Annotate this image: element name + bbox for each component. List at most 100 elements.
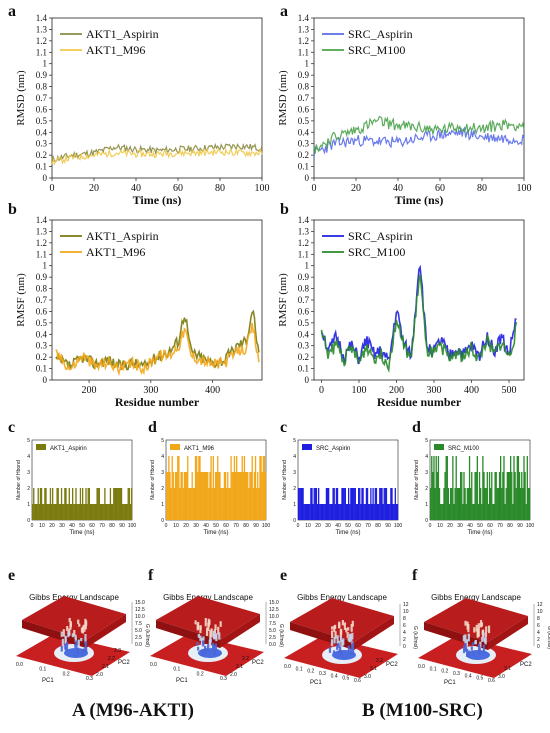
x-tick-label: 70 <box>497 523 503 529</box>
hbond-bar <box>348 488 350 520</box>
basin-stroke <box>213 631 216 640</box>
hbond-bar <box>388 504 390 520</box>
y-tick-label: 0.3 <box>298 341 310 351</box>
hbond-bar <box>477 504 480 520</box>
pc2-tick-label: 2.0 <box>96 672 103 678</box>
z-tick-label: 5.0 <box>269 628 276 634</box>
hbond-bar <box>167 472 169 520</box>
basin-stroke <box>75 640 78 650</box>
x-axis-label: Time (ns) <box>335 530 360 536</box>
hbond-bar <box>471 472 473 520</box>
hbond-bar <box>363 504 365 520</box>
hbond-bar <box>108 504 110 520</box>
hbond-bar <box>107 504 109 520</box>
hbond-bar <box>385 488 388 520</box>
hbond-bar <box>231 472 233 520</box>
pc1-tick-label: 0.3 <box>453 671 460 677</box>
hbond-bar <box>305 504 308 520</box>
hbond-bar <box>182 488 184 520</box>
x-tick-label: 80 <box>477 183 487 194</box>
hbond-bar <box>85 488 87 520</box>
hbond-bar <box>196 456 198 520</box>
hbond-bar <box>368 504 370 520</box>
y-tick-label: 0.2 <box>36 150 47 160</box>
hbond-bar <box>191 472 193 520</box>
basin-stroke <box>472 651 475 656</box>
x-tick-label: 20 <box>315 523 321 529</box>
z-tick-label: 5.0 <box>135 628 142 634</box>
hbond-bar <box>259 456 261 520</box>
hbond-bar <box>120 488 123 520</box>
x-tick-label: 60 <box>355 523 361 529</box>
basin-stroke <box>71 633 74 638</box>
hbond-bar <box>118 488 120 520</box>
hbond-bar <box>180 472 182 520</box>
y-tick-label: 3 <box>161 470 164 476</box>
basin-stroke <box>333 625 336 632</box>
hbond-bar <box>176 472 178 520</box>
hbond-bar <box>438 488 441 520</box>
y-tick-label: 1.4 <box>298 13 310 23</box>
y-tick-label: 0 <box>293 518 296 524</box>
y-tick-label: 1 <box>161 502 164 508</box>
hbond-bar <box>187 456 189 520</box>
basin-stroke <box>464 647 468 652</box>
z-tick-label: 12 <box>537 602 543 608</box>
hbond-bar <box>528 488 531 520</box>
x-tick-label: 40 <box>467 523 473 529</box>
basin-stroke <box>68 618 71 623</box>
y-tick-label: 1.1 <box>36 47 47 57</box>
hbond-bar <box>468 456 471 520</box>
legend-label: SRC_M100 <box>448 446 480 452</box>
hbond-bar <box>253 472 256 520</box>
hbond-bar <box>312 504 314 520</box>
pc1-tick-label: 0.3 <box>220 676 227 682</box>
line-chart-a-right: 00.10.20.30.40.50.60.70.80.911.11.21.31.… <box>277 13 532 207</box>
hbond-bar <box>261 472 263 520</box>
y-tick-label: 0.5 <box>298 116 310 126</box>
pc2-tick-label: 2.1 <box>102 664 109 670</box>
hbond-bar <box>447 488 450 520</box>
x-tick-label: 100 <box>526 523 535 529</box>
hbond-bar <box>480 488 482 520</box>
hbond-bar <box>33 488 35 520</box>
pc1-axis-label: PC1 <box>310 680 322 686</box>
basin-stroke <box>80 627 84 633</box>
x-tick-label: 90 <box>517 523 523 529</box>
panel-letter: b <box>280 201 289 218</box>
hbond-bar <box>485 488 487 520</box>
x-tick-label: 20 <box>351 183 361 194</box>
hbond-bar <box>467 488 470 520</box>
hbond-bar <box>220 488 222 520</box>
y-tick-label: 0.9 <box>298 70 310 80</box>
hbond-bar <box>526 456 528 520</box>
basin-stroke <box>64 645 68 651</box>
hbond-bar <box>228 488 230 520</box>
x-tick-label: 30 <box>193 523 199 529</box>
basin-stroke <box>350 634 353 642</box>
panel-letter: f <box>148 567 154 584</box>
basin-stroke <box>77 639 80 648</box>
hbond-bar <box>478 472 481 520</box>
hbond-bar <box>497 488 500 520</box>
hbond-bar <box>97 488 99 520</box>
hbond-bar <box>298 488 300 520</box>
hbond-bar <box>470 488 472 520</box>
y-tick-label: 0.5 <box>36 318 48 328</box>
hbond-bar <box>217 456 219 520</box>
hbond-bar <box>319 504 321 520</box>
panel-letter: c <box>280 419 287 436</box>
y-tick-label: 1 <box>43 261 48 271</box>
hbond-bar <box>437 456 440 520</box>
hbond-bar <box>204 472 207 520</box>
hbond-bar <box>262 456 264 520</box>
x-tick-label: 80 <box>375 523 381 529</box>
hbond-bar <box>82 488 84 520</box>
z-tick-label: 8 <box>537 616 540 622</box>
pc1-tick-label: 0.1 <box>430 666 437 672</box>
basin-stroke <box>351 648 355 655</box>
x-axis-label: Residue number <box>377 395 462 409</box>
hbond-bar <box>517 456 520 520</box>
basin-stroke <box>481 630 484 636</box>
hbond-bar <box>39 488 42 520</box>
